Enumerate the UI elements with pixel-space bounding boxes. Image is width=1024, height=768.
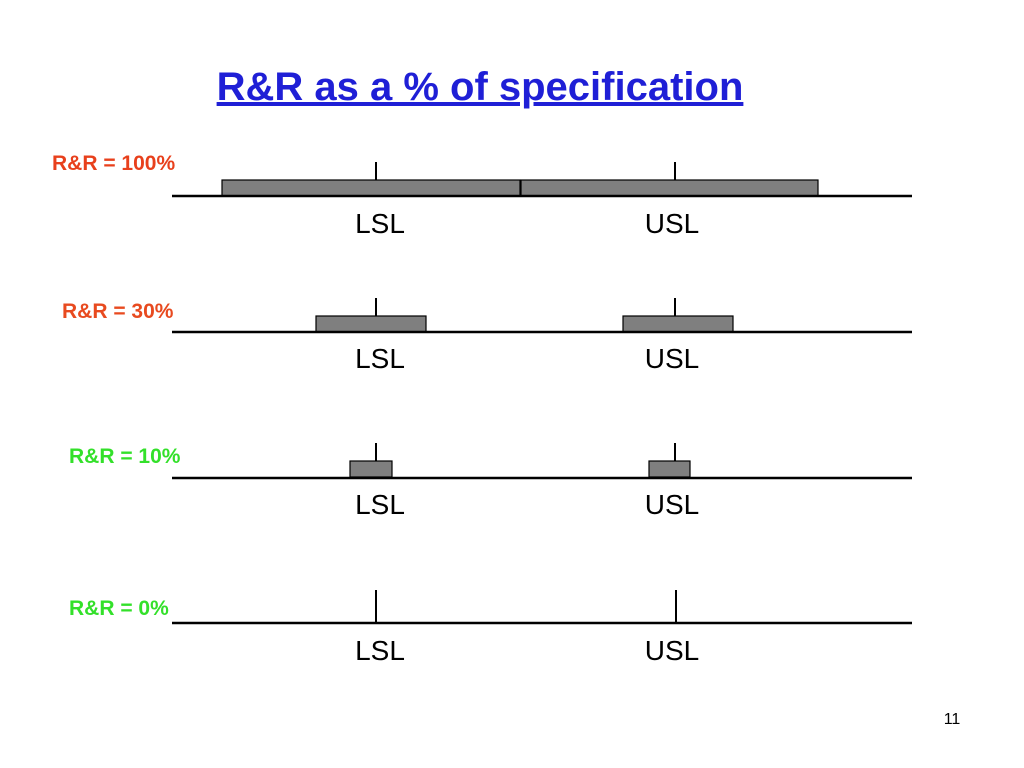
bar [221, 179, 521, 197]
lsl-label: LSL [355, 489, 405, 520]
slide-title: R&R as a % of specification [217, 65, 744, 109]
bar [520, 179, 819, 197]
bar [622, 315, 734, 333]
lsl-label: LSL [355, 208, 405, 239]
bar [648, 460, 691, 478]
bar [315, 315, 427, 333]
lsl-label: LSL [355, 343, 405, 374]
rr-label: R&R = 10% [69, 445, 181, 468]
rr-label: R&R = 30% [62, 300, 174, 323]
usl-label: USL [645, 489, 699, 520]
usl-label: USL [645, 635, 699, 666]
rr-label: R&R = 0% [69, 597, 169, 620]
usl-label: USL [645, 208, 699, 239]
lsl-label: LSL [355, 635, 405, 666]
rr-label: R&R = 100% [52, 152, 175, 175]
bar [349, 460, 393, 478]
usl-label: USL [645, 343, 699, 374]
page-number: 11 [944, 711, 961, 728]
